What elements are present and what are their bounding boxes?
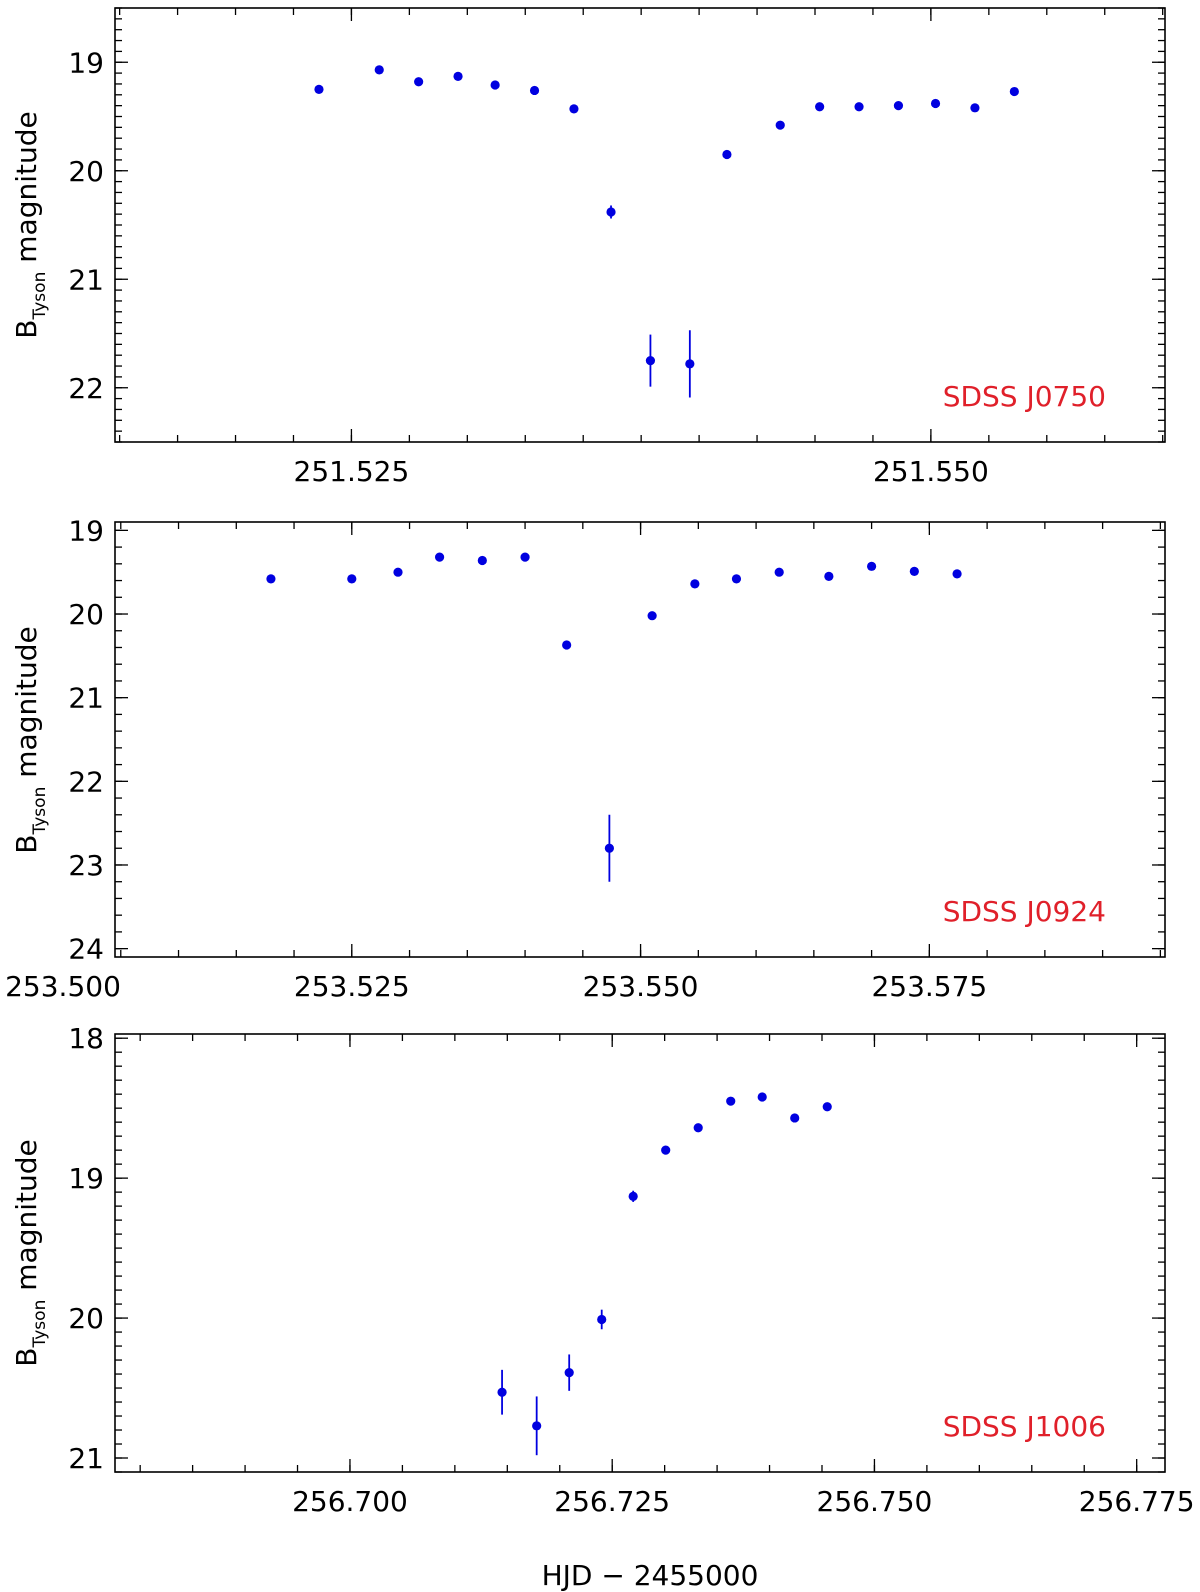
y-tick-label: 20 — [68, 1302, 104, 1335]
data-point — [347, 574, 357, 584]
y-tick-label: 22 — [68, 372, 104, 405]
plot-frame — [114, 521, 1166, 958]
x-tick-label: 253.550 — [583, 970, 699, 1003]
y-tick-label: 21 — [68, 1442, 104, 1475]
x-tick-label: 251.525 — [294, 455, 410, 488]
y-tick-label: 20 — [68, 598, 104, 631]
x-tick-label: 253.525 — [294, 970, 410, 1003]
data-series — [497, 1092, 832, 1456]
data-point — [497, 1387, 507, 1397]
data-point — [757, 1092, 767, 1102]
object-label: SDSS J0750 — [943, 380, 1106, 413]
data-point — [970, 103, 980, 113]
data-series — [314, 65, 1019, 398]
x-axis-title: HJD − 2455000 — [542, 1559, 759, 1592]
data-point — [1009, 86, 1019, 97]
data-point — [775, 120, 785, 130]
y-axis-title: BTyson magnitude — [10, 111, 50, 338]
data-point — [393, 567, 403, 577]
data-point — [606, 207, 616, 217]
x-tick-label: 256.700 — [292, 1485, 408, 1518]
y-tick-label: 20 — [68, 155, 104, 188]
data-point — [867, 561, 877, 571]
data-point — [490, 80, 500, 90]
data-point — [824, 571, 834, 581]
y-tick-label: 23 — [68, 849, 104, 882]
y-tick-label: 21 — [68, 263, 104, 296]
x-tick-label: 256.725 — [554, 1485, 670, 1518]
data-point — [790, 1113, 800, 1123]
data-point — [854, 102, 864, 112]
data-point — [628, 1191, 638, 1201]
plot-frame — [114, 1033, 1166, 1473]
panel-j0750: 251.525 251.550 19 20 21 22 SDSS J0750 BTyson m… — [10, 7, 1166, 488]
data-point — [722, 149, 732, 160]
data-point — [645, 356, 656, 366]
panel-j1006: 256.700 256.725 256.750 256.775 18 19 20 21 SDSS… — [10, 1022, 1195, 1592]
data-point — [564, 1368, 574, 1378]
data-point — [562, 640, 572, 650]
y-tick-label: 19 — [68, 1162, 104, 1195]
x-tick-label: 251.550 — [873, 455, 989, 488]
data-point — [693, 1123, 703, 1133]
data-point — [453, 71, 463, 81]
y-tick-label: 19 — [68, 514, 104, 547]
data-point — [529, 85, 540, 96]
data-point — [685, 359, 695, 369]
data-point — [909, 566, 919, 576]
data-point — [893, 101, 904, 111]
y-tick-label: 21 — [68, 682, 104, 715]
object-label: SDSS J1006 — [943, 1410, 1106, 1443]
data-point — [604, 843, 614, 853]
data-point — [569, 104, 579, 114]
data-point — [414, 77, 424, 87]
data-point — [930, 98, 941, 109]
data-point — [661, 1145, 671, 1155]
data-point — [952, 569, 962, 579]
object-label: SDSS J0924 — [943, 895, 1106, 928]
data-point — [374, 65, 384, 75]
x-tick-label: 256.775 — [1079, 1485, 1195, 1518]
y-tick-label: 24 — [68, 933, 104, 966]
data-point — [532, 1421, 542, 1431]
y-axis-title: BTyson magnitude — [10, 1139, 50, 1366]
data-point — [690, 579, 700, 589]
axis-ticks — [115, 522, 1165, 957]
x-tick-label: 253.500 — [5, 970, 121, 1003]
axis-ticks — [115, 7, 1165, 443]
data-point — [774, 567, 784, 577]
data-series — [266, 552, 962, 882]
plot-frame — [114, 7, 1166, 443]
data-point — [434, 552, 445, 562]
data-point — [597, 1314, 607, 1325]
panel-j0924: 253.500 253.525 253.550 253.575 19 20 21 22 23 24… — [5, 514, 1166, 1003]
data-point — [647, 611, 657, 621]
data-point — [520, 552, 530, 562]
axis-ticks — [115, 1034, 1165, 1473]
y-axis-title: BTyson magnitude — [10, 626, 50, 853]
data-point — [266, 574, 276, 584]
data-point — [731, 574, 742, 584]
data-point — [314, 84, 324, 94]
x-tick-label: 256.750 — [817, 1485, 933, 1518]
data-point — [726, 1096, 736, 1106]
y-tick-label: 22 — [68, 765, 104, 798]
data-point — [815, 102, 825, 112]
data-point — [822, 1102, 832, 1112]
y-tick-label: 18 — [68, 1022, 104, 1055]
data-point — [477, 555, 487, 566]
x-tick-label: 253.575 — [871, 970, 987, 1003]
y-tick-label: 19 — [68, 46, 104, 79]
